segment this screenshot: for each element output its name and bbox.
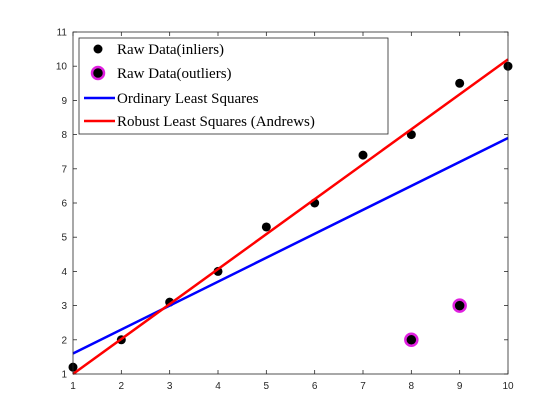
x-tick-label: 9 [457, 381, 463, 392]
x-tick-label: 1 [70, 381, 76, 392]
x-tick-label: 2 [119, 381, 125, 392]
legend-ols-label: Ordinary Least Squares [117, 91, 259, 107]
x-tick-label: 5 [264, 381, 270, 392]
legend-inliers-marker [93, 44, 103, 54]
x-tick-label: 4 [215, 381, 221, 392]
axes-box [72, 31, 509, 375]
legend-outliers-label: Raw Data(outliers) [117, 66, 232, 82]
outlier-point [452, 298, 467, 313]
y-tick-label: 5 [61, 233, 67, 244]
inlier-point [213, 266, 223, 276]
y-tick-label: 3 [61, 301, 67, 312]
outlier-point [404, 332, 419, 348]
y-tick-label: 2 [61, 335, 67, 346]
y-tick-label: 6 [61, 199, 67, 210]
y-tick-label: 8 [61, 130, 67, 141]
y-tick-label: 1 [61, 370, 67, 381]
inlier-point [358, 150, 368, 160]
legend-robust-label: Robust Least Squares (Andrews) [117, 114, 315, 130]
legend-outliers-marker [90, 65, 106, 81]
data-layer [68, 58, 513, 376]
axes: 1 2 3 4 5 6 7 8 9 10 1 2 3 4 5 6 7 8 9 10 11 [56, 28, 514, 393]
y-tick-label: 9 [61, 96, 67, 107]
y-tick-label: 10 [56, 62, 68, 73]
y-tick-label: 11 [57, 28, 68, 39]
y-tick-label: 4 [61, 267, 67, 278]
legend-inliers-label: Raw Data(inliers) [117, 42, 224, 58]
y-tick-label: 7 [61, 164, 67, 175]
legend-box [78, 37, 389, 135]
inlier-point [455, 78, 465, 88]
x-tick-label: 6 [312, 381, 318, 392]
robust-fit-line [72, 58, 509, 376]
ols-fit-line [72, 136, 509, 355]
legend: Raw Data(inliers) Raw Data(outliers) Ordin… [78, 37, 389, 135]
inlier-point [261, 222, 271, 232]
x-tick-label: 7 [360, 381, 366, 392]
x-tick-label: 8 [409, 381, 415, 392]
x-tick-label: 3 [167, 381, 173, 392]
x-tick-label: 10 [502, 381, 514, 392]
